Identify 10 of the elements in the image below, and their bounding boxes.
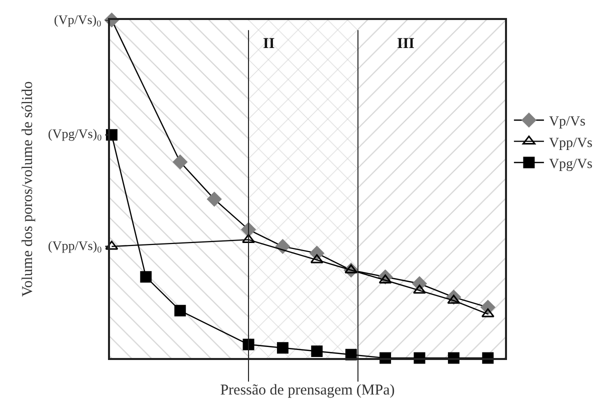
legend-label: Vp/Vs <box>548 114 586 130</box>
x-axis-title: Pressão de prensagem (MPa) <box>220 382 395 398</box>
text: (Vpp/Vs)$_{0}$ <box>48 238 102 255</box>
text: (Vpg/Vs)$_{0}$ <box>48 126 102 143</box>
legend-label: Vpp/Vs <box>548 136 593 151</box>
annotation: II <box>263 36 275 52</box>
text: (Vp/Vs)$_{0}$ <box>54 12 102 29</box>
y-axis-title: Volume dos poros/volume de sólido <box>20 81 36 297</box>
annotation: III <box>397 36 415 52</box>
legend-label: Vpg/Vs <box>548 156 593 172</box>
